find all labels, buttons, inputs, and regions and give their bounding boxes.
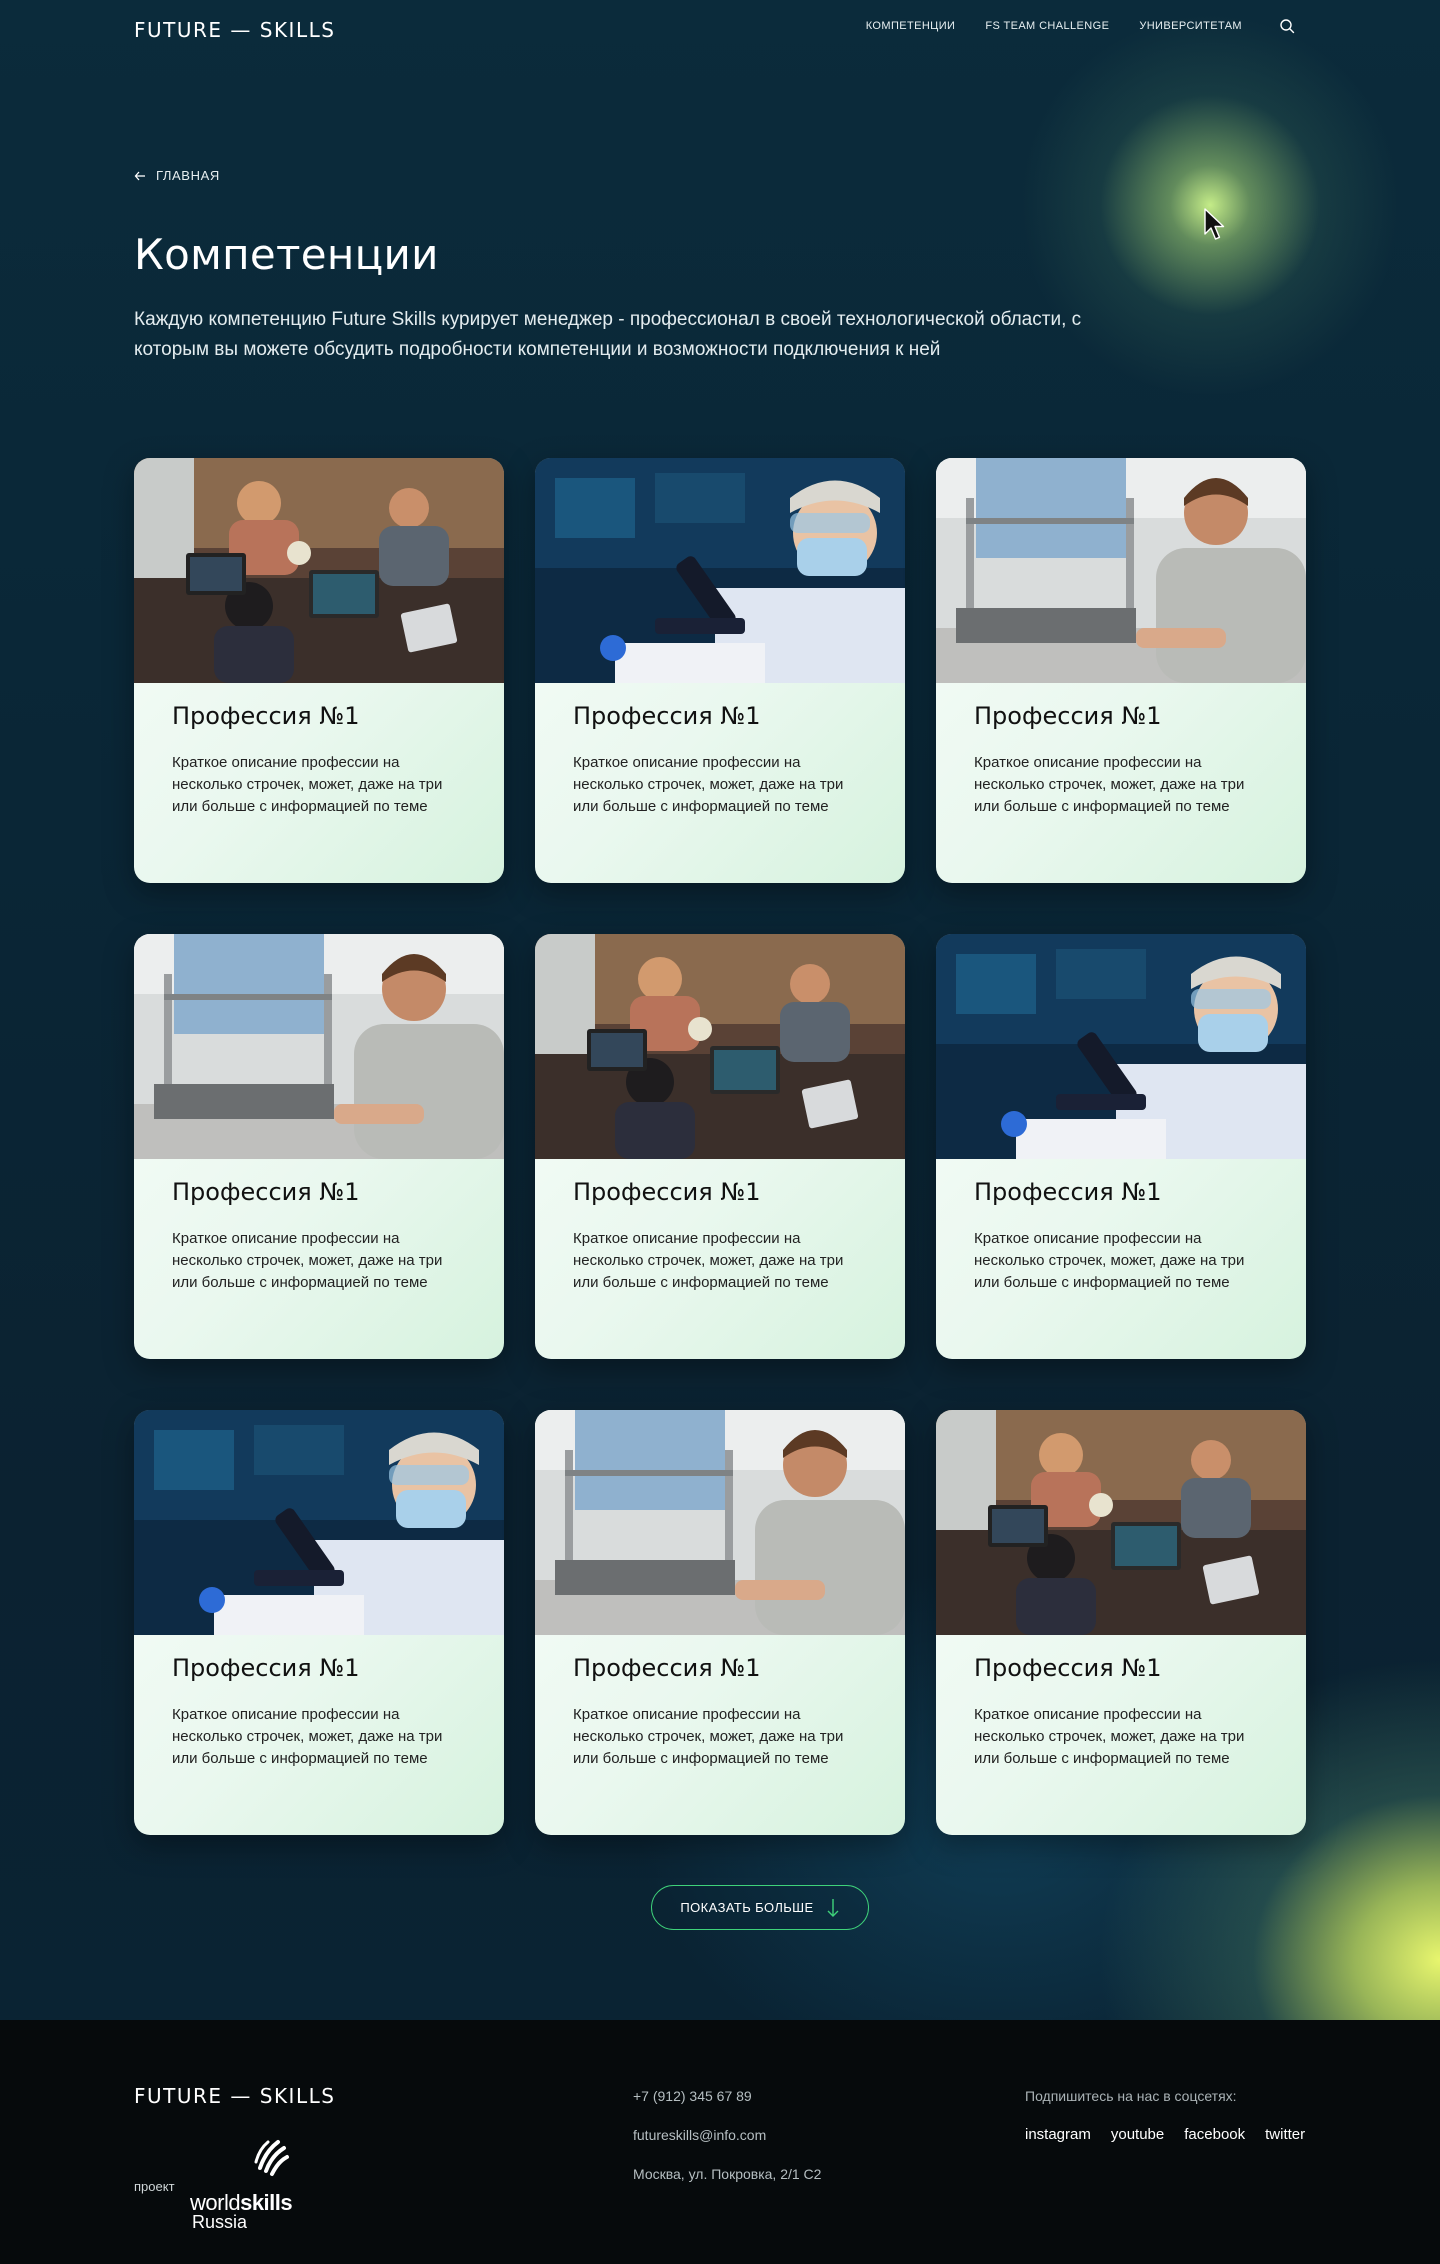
footer-logo[interactable]: FUTURE — SKILLS bbox=[134, 2084, 336, 2108]
competency-card[interactable]: Профессия №1 Краткое описание профессии н… bbox=[535, 934, 905, 1359]
social-links: instagram youtube facebook twitter bbox=[1025, 2126, 1305, 2143]
card-description: Краткое описание профессии на несколько … bbox=[172, 754, 443, 815]
card-photo-team-laptops bbox=[134, 458, 504, 683]
competency-card[interactable]: Профессия №1 Краткое описание профессии н… bbox=[936, 1410, 1306, 1835]
card-title: Профессия №1 bbox=[573, 1178, 761, 1206]
card-photo-team-laptops bbox=[535, 934, 905, 1159]
search-icon[interactable] bbox=[1279, 18, 1295, 34]
card-photo-engineer-3d-printer bbox=[535, 1410, 905, 1635]
card-image bbox=[134, 1410, 504, 1635]
card-image bbox=[936, 934, 1306, 1159]
competency-card[interactable]: Профессия №1 Краткое описание профессии н… bbox=[936, 458, 1306, 883]
worldskills-country: Russia bbox=[192, 2212, 248, 2232]
card-title: Профессия №1 bbox=[974, 702, 1162, 730]
card-title: Профессия №1 bbox=[974, 1178, 1162, 1206]
competencies-grid: Профессия №1 Краткое описание профессии н… bbox=[134, 458, 1306, 1835]
social-label: Подпишитесь на нас в соцсетях: bbox=[1025, 2088, 1237, 2104]
card-description: Краткое описание профессии на несколько … bbox=[573, 1230, 844, 1291]
competency-card[interactable]: Профессия №1 Краткое описание профессии н… bbox=[936, 934, 1306, 1359]
card-image bbox=[134, 458, 504, 683]
card-photo-lab-microscope bbox=[134, 1410, 504, 1635]
card-image bbox=[936, 1410, 1306, 1635]
card-photo-engineer-3d-printer bbox=[936, 458, 1306, 683]
social-link-twitter[interactable]: twitter bbox=[1265, 2126, 1306, 2143]
card-description: Краткое описание профессии на несколько … bbox=[172, 1706, 443, 1767]
card-photo-lab-microscope bbox=[535, 458, 905, 683]
card-description: Краткое описание профессии на несколько … bbox=[974, 1706, 1245, 1767]
competency-card[interactable]: Профессия №1 Краткое описание профессии н… bbox=[134, 458, 504, 883]
mouse-cursor-icon bbox=[1204, 208, 1225, 240]
competency-card[interactable]: Профессия №1 Краткое описание профессии н… bbox=[134, 934, 504, 1359]
card-image bbox=[535, 934, 905, 1159]
site-footer: FUTURE — SKILLS проект worldskills Russi… bbox=[0, 2020, 1440, 2264]
project-label: проект bbox=[134, 2179, 175, 2194]
worldskills-wordmark: worldskills bbox=[190, 2190, 293, 2215]
worldskills-hands-icon bbox=[254, 2140, 289, 2176]
card-title: Профессия №1 bbox=[172, 1178, 360, 1206]
footer-address: Москва, ул. Покровка, 2/1 С2 bbox=[633, 2166, 822, 2182]
page-title: Компетенции bbox=[134, 230, 439, 279]
competency-card[interactable]: Профессия №1 Краткое описание профессии н… bbox=[535, 458, 905, 883]
nav-item-fs-team-challenge[interactable]: FS TEAM CHALLENGE bbox=[985, 20, 1110, 32]
competency-card[interactable]: Профессия №1 Краткое описание профессии н… bbox=[535, 1410, 905, 1835]
social-link-facebook[interactable]: facebook bbox=[1184, 2126, 1246, 2143]
card-description: Краткое описание профессии на несколько … bbox=[573, 1706, 844, 1767]
nav-item-universities[interactable]: УНИВЕРСИТЕТАМ bbox=[1139, 20, 1242, 32]
show-more-label: ПОКАЗАТЬ БОЛЬШЕ bbox=[680, 1900, 814, 1915]
card-image bbox=[535, 1410, 905, 1635]
competency-card[interactable]: Профессия №1 Краткое описание профессии н… bbox=[134, 1410, 504, 1835]
card-image bbox=[134, 934, 504, 1159]
card-image bbox=[936, 458, 1306, 683]
breadcrumb[interactable]: ГЛАВНАЯ bbox=[134, 168, 220, 183]
card-title: Профессия №1 bbox=[974, 1654, 1162, 1682]
card-photo-team-laptops bbox=[936, 1410, 1306, 1635]
worldskills-russia-logo[interactable]: worldskills Russia bbox=[190, 2138, 300, 2232]
footer-email[interactable]: futureskills@info.com bbox=[633, 2127, 767, 2143]
site-logo[interactable]: FUTURE — SKILLS bbox=[134, 18, 336, 42]
breadcrumb-home-label: ГЛАВНАЯ bbox=[156, 168, 220, 183]
nav-item-competencies[interactable]: КОМПЕТЕНЦИИ bbox=[865, 20, 956, 32]
card-title: Профессия №1 bbox=[172, 702, 360, 730]
main-nav: КОМПЕТЕНЦИИ FS TEAM CHALLENGE УНИВЕРСИТЕ… bbox=[866, 20, 1242, 32]
card-title: Профессия №1 bbox=[573, 1654, 761, 1682]
show-more-button[interactable]: ПОКАЗАТЬ БОЛЬШЕ bbox=[651, 1885, 869, 1930]
card-title: Профессия №1 bbox=[172, 1654, 360, 1682]
card-description: Краткое описание профессии на несколько … bbox=[573, 754, 844, 815]
arrow-left-icon bbox=[134, 171, 145, 180]
card-photo-lab-microscope bbox=[936, 934, 1306, 1159]
site-header: FUTURE — SKILLS КОМПЕТЕНЦИИ FS TEAM CHAL… bbox=[0, 0, 1440, 56]
social-link-youtube[interactable]: youtube bbox=[1110, 2126, 1165, 2143]
card-title: Профессия №1 bbox=[573, 702, 761, 730]
card-description: Краткое описание профессии на несколько … bbox=[974, 1230, 1245, 1291]
card-photo-engineer-3d-printer bbox=[134, 934, 504, 1159]
social-link-instagram[interactable]: instagram bbox=[1025, 2126, 1091, 2143]
card-image bbox=[535, 458, 905, 683]
card-description: Краткое описание профессии на несколько … bbox=[172, 1230, 443, 1291]
arrow-down-icon bbox=[827, 1898, 839, 1917]
page-description: Каждую компетенцию Future Skills курируе… bbox=[134, 309, 1082, 360]
card-description: Краткое описание профессии на несколько … bbox=[974, 754, 1245, 815]
footer-phone[interactable]: +7 (912) 345 67 89 bbox=[633, 2088, 752, 2104]
